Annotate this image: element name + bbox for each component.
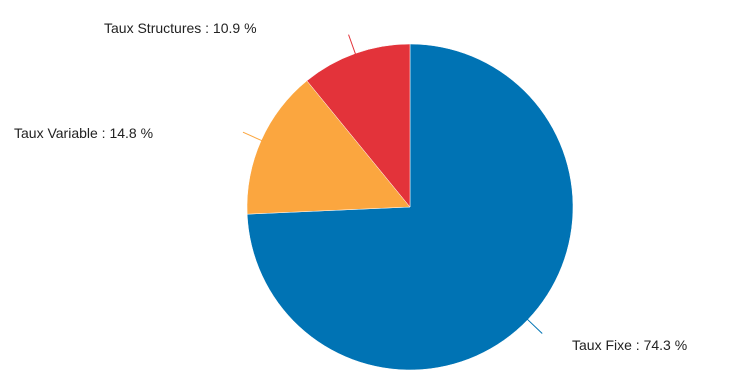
pie-connector-taux-structures (348, 34, 357, 56)
pie-connector-taux-variable (242, 131, 264, 142)
pie-connector-taux-fixe (525, 317, 543, 334)
pie-slices (246, 43, 574, 371)
pie-label-taux-variable: Taux Variable : 14.8 % (14, 125, 153, 141)
pie-label-connectors (242, 34, 543, 334)
pie-label-taux-structures: Taux Structures : 10.9 % (104, 20, 257, 36)
pie-label-taux-fixe: Taux Fixe : 74.3 % (572, 337, 687, 353)
pie-labels: Taux Fixe : 74.3 % Taux Variable : 14.8 %… (14, 20, 687, 353)
